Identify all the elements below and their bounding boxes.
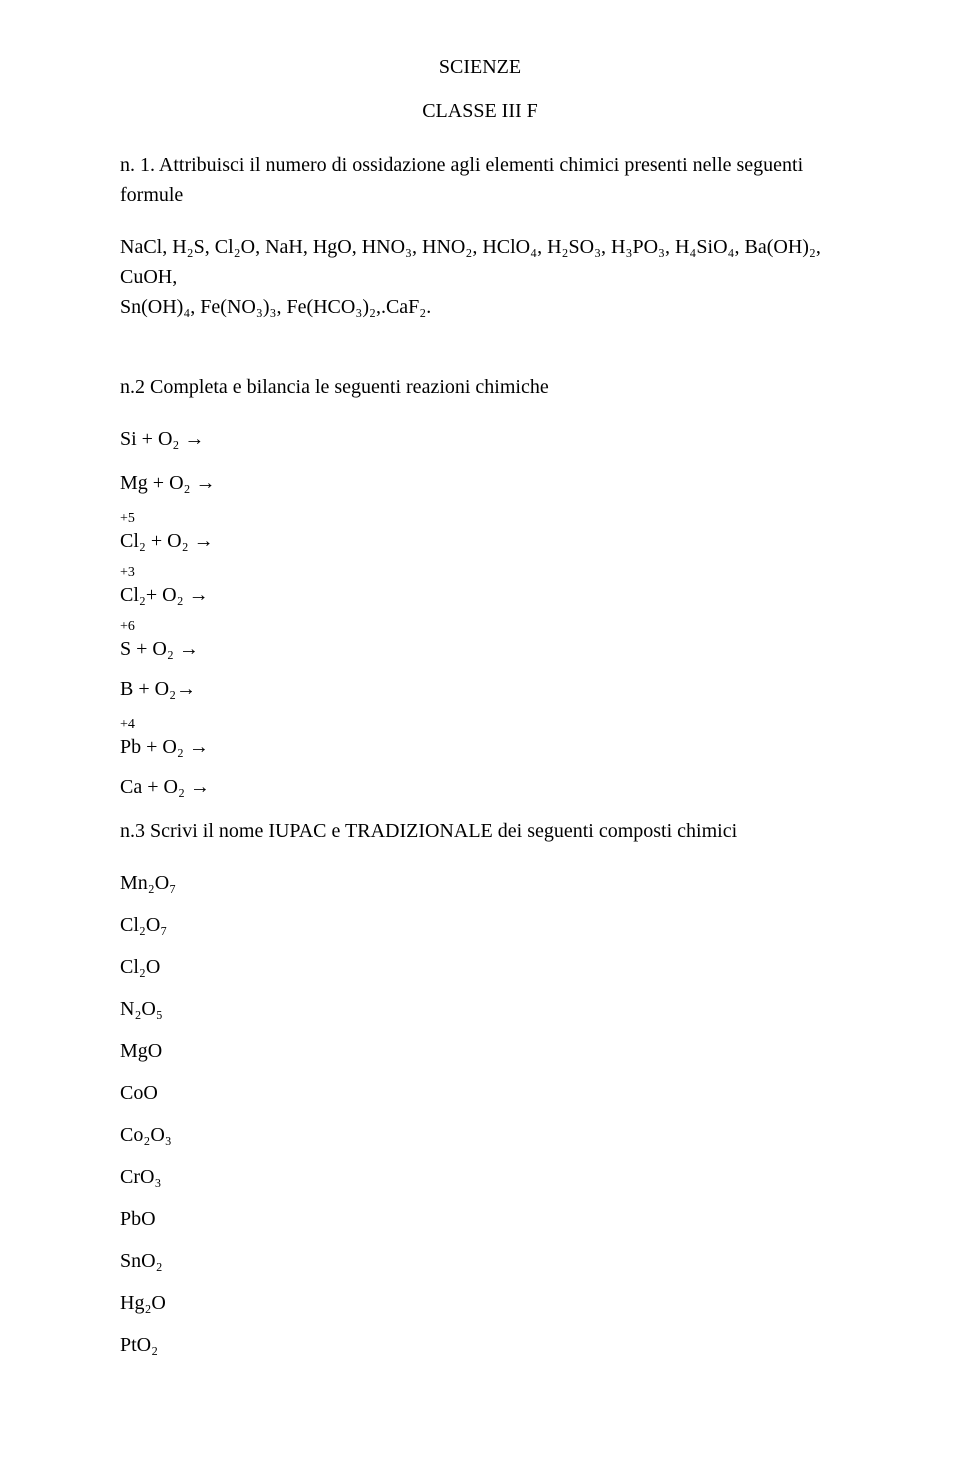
- formula-line-1: NaCl, H₂S, Cl₂O, NaH, HgO, HNO₃, HNO₂, H…: [120, 232, 840, 292]
- class-heading: CLASSE III F: [120, 96, 840, 126]
- formula-line-2: Sn(OH)₄, Fe(NO₃)₃, Fe(HCO₃)₂,.CaF₂.: [120, 292, 840, 322]
- oxidation-plus3: +3: [120, 566, 840, 580]
- compound-pto2: PtO₂: [120, 1330, 840, 1360]
- equation-mg: Mg + O₂ →: [120, 468, 840, 498]
- equation-si: Si + O₂ →: [120, 424, 840, 454]
- oxidation-plus6: +6: [120, 620, 840, 634]
- oxidation-plus5: +5: [120, 512, 840, 526]
- equation-ca: Ca + O₂ →: [120, 772, 840, 802]
- compound-sno2: SnO₂: [120, 1246, 840, 1276]
- oxidation-plus4: +4: [120, 718, 840, 732]
- subject-heading: SCIENZE: [120, 52, 840, 82]
- compound-hg2o: Hg₂O: [120, 1288, 840, 1318]
- compound-coo: CoO: [120, 1078, 840, 1108]
- equation-pb: Pb + O₂ →: [120, 732, 840, 762]
- question-3-prompt: n.3 Scrivi il nome IUPAC e TRADIZIONALE …: [120, 816, 840, 846]
- document-page: SCIENZE CLASSE III F n. 1. Attribuisci i…: [0, 0, 960, 1482]
- equation-cl2-b: Cl₂+ O₂ →: [120, 580, 840, 610]
- compound-mn2o7: Mn₂O₇: [120, 868, 840, 898]
- compound-cl2o: Cl₂O: [120, 952, 840, 982]
- question-2-prompt: n.2 Completa e bilancia le seguenti reaz…: [120, 372, 840, 402]
- question-1-prompt: n. 1. Attribuisci il numero di ossidazio…: [120, 150, 840, 210]
- equation-cl2-a: Cl₂ + O₂ →: [120, 526, 840, 556]
- compound-mgo: MgO: [120, 1036, 840, 1066]
- compound-cl2o7: Cl₂O₇: [120, 910, 840, 940]
- compound-n2o5: N₂O₅: [120, 994, 840, 1024]
- compound-co2o3: Co₂O₃: [120, 1120, 840, 1150]
- compound-cro3: CrO₃: [120, 1162, 840, 1192]
- equation-b: B + O₂→: [120, 674, 840, 704]
- equation-s: S + O₂ →: [120, 634, 840, 664]
- compound-pbo: PbO: [120, 1204, 840, 1234]
- question-1-formulas: NaCl, H₂S, Cl₂O, NaH, HgO, HNO₃, HNO₂, H…: [120, 232, 840, 322]
